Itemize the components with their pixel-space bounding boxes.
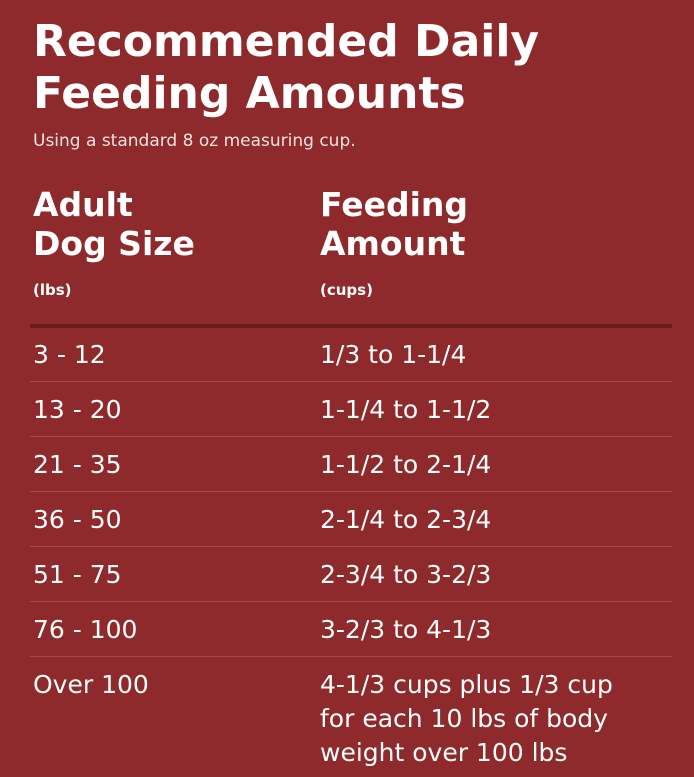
title: Feeding Amounts	[33, 68, 466, 119]
row-divider	[30, 436, 672, 437]
row-divider	[30, 491, 672, 492]
table-cell: 51 - 75	[33, 560, 122, 589]
header-divider	[30, 324, 672, 328]
column-header: Adult	[33, 185, 133, 224]
table-cell: weight over 100 lbs	[320, 738, 568, 767]
column-unit: (cups)	[320, 281, 373, 299]
table-cell: 3 - 12	[33, 340, 106, 369]
table-cell: 1-1/2 to 2-1/4	[320, 450, 492, 479]
table-cell: 76 - 100	[33, 615, 138, 644]
table-cell: 4-1/3 cups plus 1/3 cup	[320, 670, 613, 699]
row-divider	[30, 381, 672, 382]
row-divider	[30, 656, 672, 657]
title: Recommended Daily	[33, 16, 540, 67]
table-cell: 2-1/4 to 2-3/4	[320, 505, 492, 534]
subtitle: Using a standard 8 oz measuring cup.	[33, 131, 356, 151]
table-cell: 3-2/3 to 4-1/3	[320, 615, 492, 644]
table-cell: 21 - 35	[33, 450, 122, 479]
table-cell: 36 - 50	[33, 505, 122, 534]
table-cell: for each 10 lbs of body	[320, 704, 608, 733]
table-cell: 1/3 to 1-1/4	[320, 340, 467, 369]
row-divider	[30, 546, 672, 547]
table-cell: Over 100	[33, 670, 149, 699]
column-header: Amount	[320, 224, 466, 263]
table-cell: 2-3/4 to 3-2/3	[320, 560, 492, 589]
column-unit: (lbs)	[33, 281, 72, 299]
table-cell: 13 - 20	[33, 395, 122, 424]
row-divider	[30, 601, 672, 602]
column-header: Feeding	[320, 185, 469, 224]
table-cell: 1-1/4 to 1-1/2	[320, 395, 492, 424]
column-header: Dog Size	[33, 224, 195, 263]
